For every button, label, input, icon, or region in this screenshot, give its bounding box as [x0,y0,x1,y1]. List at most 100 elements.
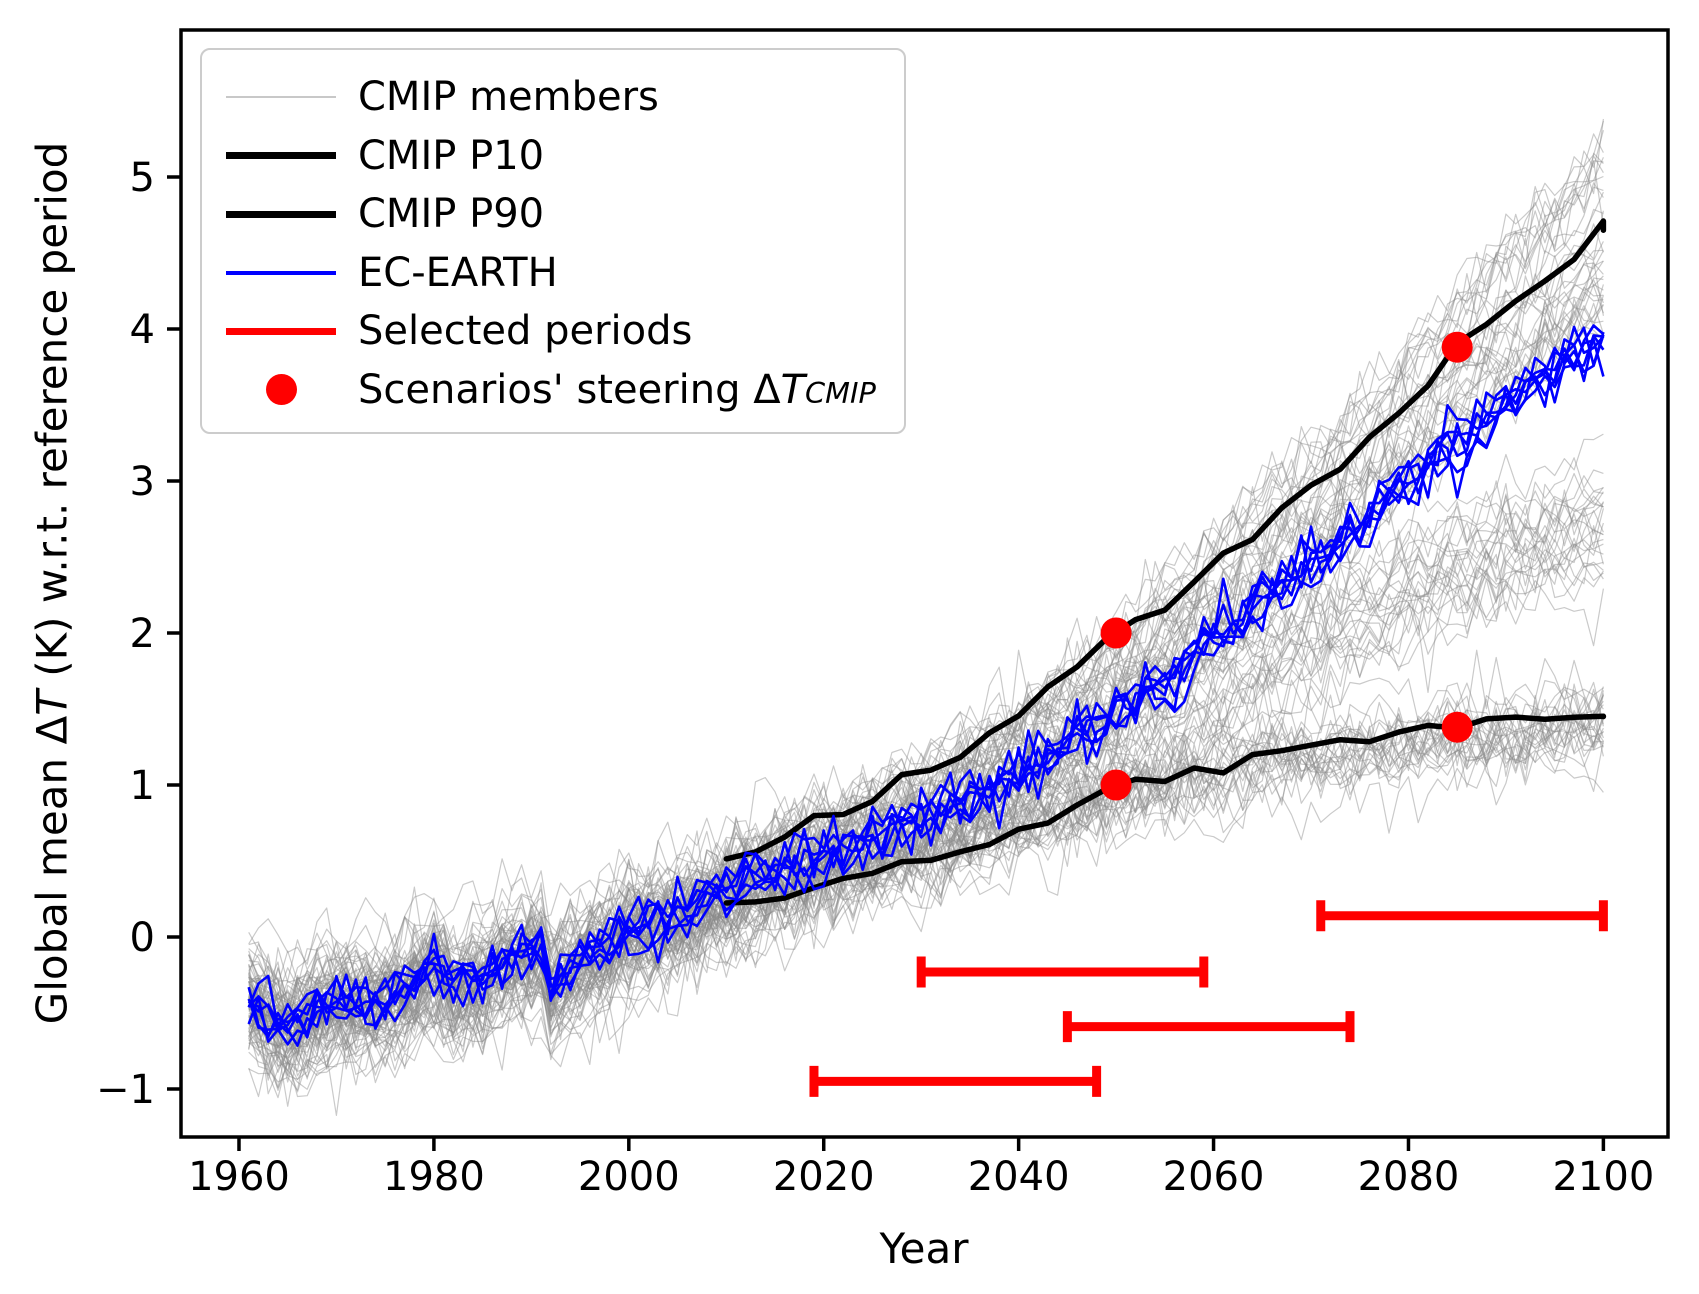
steering-point-dot [1441,331,1473,363]
selected-periods-group [809,900,1608,1097]
legend-item-cmip-p10: CMIP P10 [226,127,904,186]
cmip-member-line [248,475,1604,996]
cmip-percentile-series [723,218,1607,906]
cmip-member-line [248,743,1604,1095]
ec-earth-line-swatch [226,270,336,275]
legend-label-steering-text: Scenarios' steering Δ [358,366,781,413]
cmip-member-line [248,489,1604,1030]
cmip-member-line [248,433,1604,965]
x-tick-label: 2000 [578,1154,680,1200]
steering-point-dot [1100,769,1132,801]
x-tick-label: 1960 [188,1154,290,1200]
cmip-member-line [248,253,1604,1001]
legend-label-steering-subscript: CMIP [805,375,876,410]
legend-item-cmip-p90: CMIP P90 [226,185,904,244]
legend-item-steering: Scenarios' steering ΔTCMIP [226,361,904,420]
cmip-member-line [248,241,1604,1116]
cmip-member-line [248,537,1604,1050]
legend-label-cmip-p90: CMIP P90 [358,191,545,238]
steering-dot-swatch [226,374,336,406]
steering-point-dot [1441,711,1473,743]
y-axis-label: Global mean ΔT (K) w.r.t. reference peri… [28,142,77,1025]
legend: CMIP members CMIP P10 CMIP P90 EC-EARTH … [200,48,906,434]
y-axis-label-text: (K) w.r.t. reference period [27,141,77,691]
ec-earth-member-line [248,334,1605,1039]
cmip-members-line-swatch [226,96,336,99]
cmip-member-line [248,133,1604,1011]
steering-points-group [1100,331,1473,801]
steering-point-dot [1100,617,1132,649]
y-tick-label: −1 [96,1067,155,1113]
x-axis-label: Year [879,1224,969,1273]
cmip-member-line [248,694,1604,1040]
cmip-member-line [248,488,1604,1007]
cmip-member-line [248,701,1604,1062]
y-tick-label: 3 [130,459,155,505]
ec-earth-member-line [247,326,1605,1046]
axis-tick-labels: 1960 1980 2000 2020 2040 2060 2080 2100 −1 0 1 2 3 4 5 [96,155,1654,1200]
y-tick-label: 4 [130,307,155,353]
cmip-member-line [248,325,1604,1070]
cmip-p90-line [723,218,1607,862]
ec-earth-member-line [247,324,1605,1047]
cmip-member-line [248,483,1604,1013]
cmip-member-line [248,549,1604,1091]
y-axis-label-italic-t: T [27,690,77,716]
legend-label-selected-periods: Selected periods [358,308,693,355]
ec-earth-member-line [247,334,1605,1036]
legend-label-cmip-members: CMIP members [358,74,659,121]
cmip-member-line [248,719,1604,1053]
cmip-p90-line-swatch [226,210,336,218]
cmip-member-line [248,537,1604,1068]
selected-period-bar [1316,900,1608,932]
cmip-member-line [248,483,1604,1016]
cmip-member-line [248,543,1604,1090]
legend-label-steering-italic-t: T [780,366,805,413]
cmip-member-line [248,279,1604,1072]
ec-earth-member-line [247,338,1605,1032]
cmip-member-line [248,687,1604,1034]
x-tick-label: 1980 [383,1154,485,1200]
cmip-member-line [248,726,1604,1073]
legend-item-selected-periods: Selected periods [226,302,904,361]
x-tick-label: 2100 [1552,1154,1654,1200]
cmip-member-line [248,157,1604,1038]
cmip-member-line [248,303,1604,1091]
axis-ticks [167,175,1606,1151]
cmip-member-line [248,160,1604,1041]
y-tick-label: 2 [130,611,155,657]
ec-earth-member-line [247,334,1604,1031]
x-tick-label: 2060 [1163,1154,1265,1200]
cmip-p10-line-swatch [226,152,336,160]
cmip-member-line [248,191,1604,1049]
legend-label-cmip-p10: CMIP P10 [358,132,545,179]
cmip-member-line [248,525,1604,1068]
cmip-member-line [248,260,1604,1015]
selected-period-bar [809,1065,1102,1097]
y-tick-label: 0 [130,915,155,961]
cmip-member-line [248,534,1604,1049]
y-tick-label: 5 [130,155,155,201]
selected-period-bar [1062,1011,1355,1043]
cmip-member-line [248,472,1604,1017]
y-axis-label-text: Global mean Δ [27,715,77,1025]
legend-label-steering: Scenarios' steering ΔTCMIP [358,367,876,413]
cmip-member-line [248,716,1604,1075]
selected-period-bar [916,956,1209,988]
cmip-member-line [248,208,1604,1083]
legend-item-ec-earth: EC-EARTH [226,244,904,303]
ec-earth-series [247,324,1605,1047]
legend-label-ec-earth: EC-EARTH [358,249,558,296]
cmip-members-series [248,118,1604,1116]
y-tick-label: 1 [130,763,155,809]
selected-periods-line-swatch [226,327,336,335]
x-tick-label: 2020 [773,1154,875,1200]
cmip-member-line [248,688,1604,1035]
legend-item-cmip-members: CMIP members [226,68,904,127]
cmip-p10-line [723,713,1607,906]
cmip-member-line [248,695,1604,1050]
x-tick-label: 2080 [1358,1154,1460,1200]
cmip-member-line [248,714,1604,1054]
